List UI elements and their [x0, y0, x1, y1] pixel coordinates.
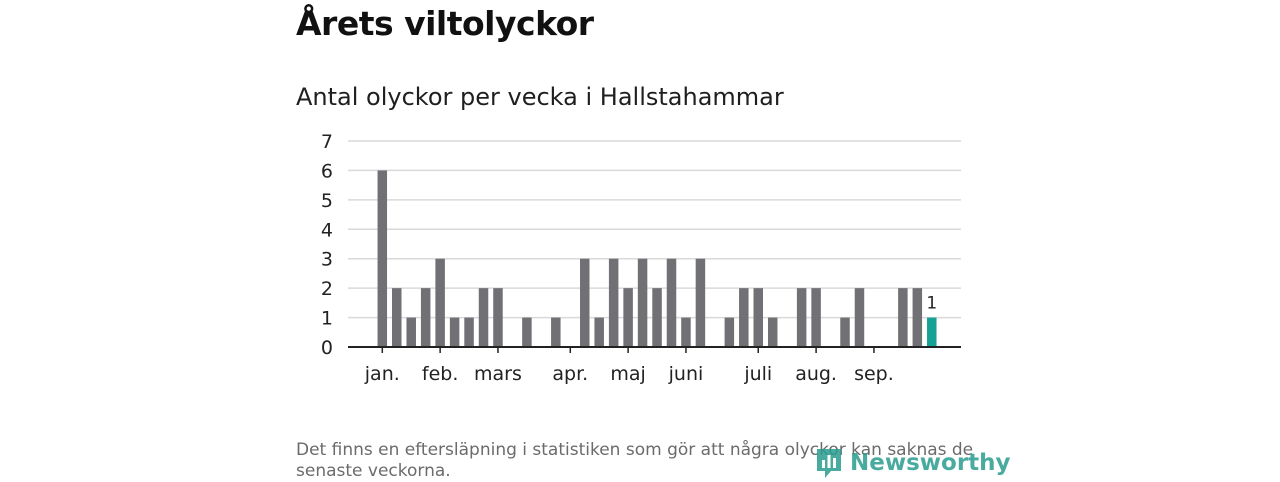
y-tick-label: 0: [321, 337, 333, 359]
bar-week-23: [695, 258, 706, 347]
x-tick-label: sep.: [854, 363, 894, 385]
bar-week-8: [478, 288, 489, 347]
bar-week-30: [796, 288, 807, 347]
bar-week-28: [767, 317, 778, 347]
newsworthy-logo-icon: [817, 449, 841, 478]
bar-week-25: [724, 317, 735, 347]
bar-week-34: [854, 288, 865, 347]
bar-week-9: [493, 288, 503, 347]
bar-week-3: [406, 317, 416, 347]
y-tick-label: 4: [321, 219, 333, 241]
data-labels: 1: [926, 294, 937, 314]
bar-week-27: [753, 288, 764, 347]
x-tick-label: jan.: [364, 363, 400, 385]
bar-week-6: [449, 317, 460, 347]
bar-week-16: [594, 317, 604, 347]
y-tick-label: 2: [321, 278, 333, 300]
bar-week-1: [377, 170, 388, 347]
bar-week-38: [912, 288, 923, 347]
bar-week-26: [739, 288, 749, 347]
bar-week-19: [637, 258, 648, 347]
newsworthy-logo-text: Newsworthy: [850, 450, 1011, 476]
data-label-highlight: 1: [926, 294, 937, 314]
y-tick-label: 5: [321, 190, 333, 212]
x-tick-label: mars: [474, 363, 522, 385]
bar-week-31: [811, 288, 821, 347]
x-tick-label: juli: [743, 363, 772, 385]
bar-week-37: [898, 288, 908, 347]
bar-week-5: [435, 258, 445, 347]
y-tick-label: 7: [321, 131, 333, 153]
bar-week-22: [681, 317, 691, 347]
x-axis-ticks: jan. feb. mars apr. maj juni juli aug. sep.: [364, 347, 894, 385]
bar-week-33: [840, 317, 850, 347]
x-tick-label: maj: [610, 363, 645, 385]
bar-week-7: [464, 317, 474, 347]
bar-week-11: [522, 317, 532, 347]
x-tick-label: juni: [668, 363, 704, 385]
bar-week-18: [623, 288, 633, 347]
x-tick-label: aug.: [795, 363, 837, 385]
y-axis-ticks: 0 1 2 3 4 5 6 7: [321, 131, 333, 359]
newsworthy-logo: Newsworthy: [814, 446, 1011, 480]
bar-week-15: [579, 258, 590, 347]
chart-subtitle: Antal olyckor per vecka i Hallstahammar: [296, 83, 784, 111]
bars: [377, 170, 937, 347]
y-tick-label: 3: [321, 249, 333, 271]
y-tick-label: 1: [321, 308, 333, 330]
x-tick-label: apr.: [552, 363, 588, 385]
bar-week-4: [420, 288, 431, 347]
bar-week-20: [652, 288, 662, 347]
chart-headline: Årets viltolyckor: [296, 4, 594, 43]
x-tick-label: feb.: [422, 363, 458, 385]
y-tick-label: 6: [321, 160, 333, 182]
footnote: Det finns en eftersläpning i statistiken…: [296, 440, 974, 481]
bar-week-2: [392, 288, 402, 347]
bar-week-17: [608, 258, 619, 347]
bar-week-13: [551, 317, 561, 347]
bar-week-21: [666, 258, 677, 347]
bar-highlight-week-39: [927, 317, 937, 347]
